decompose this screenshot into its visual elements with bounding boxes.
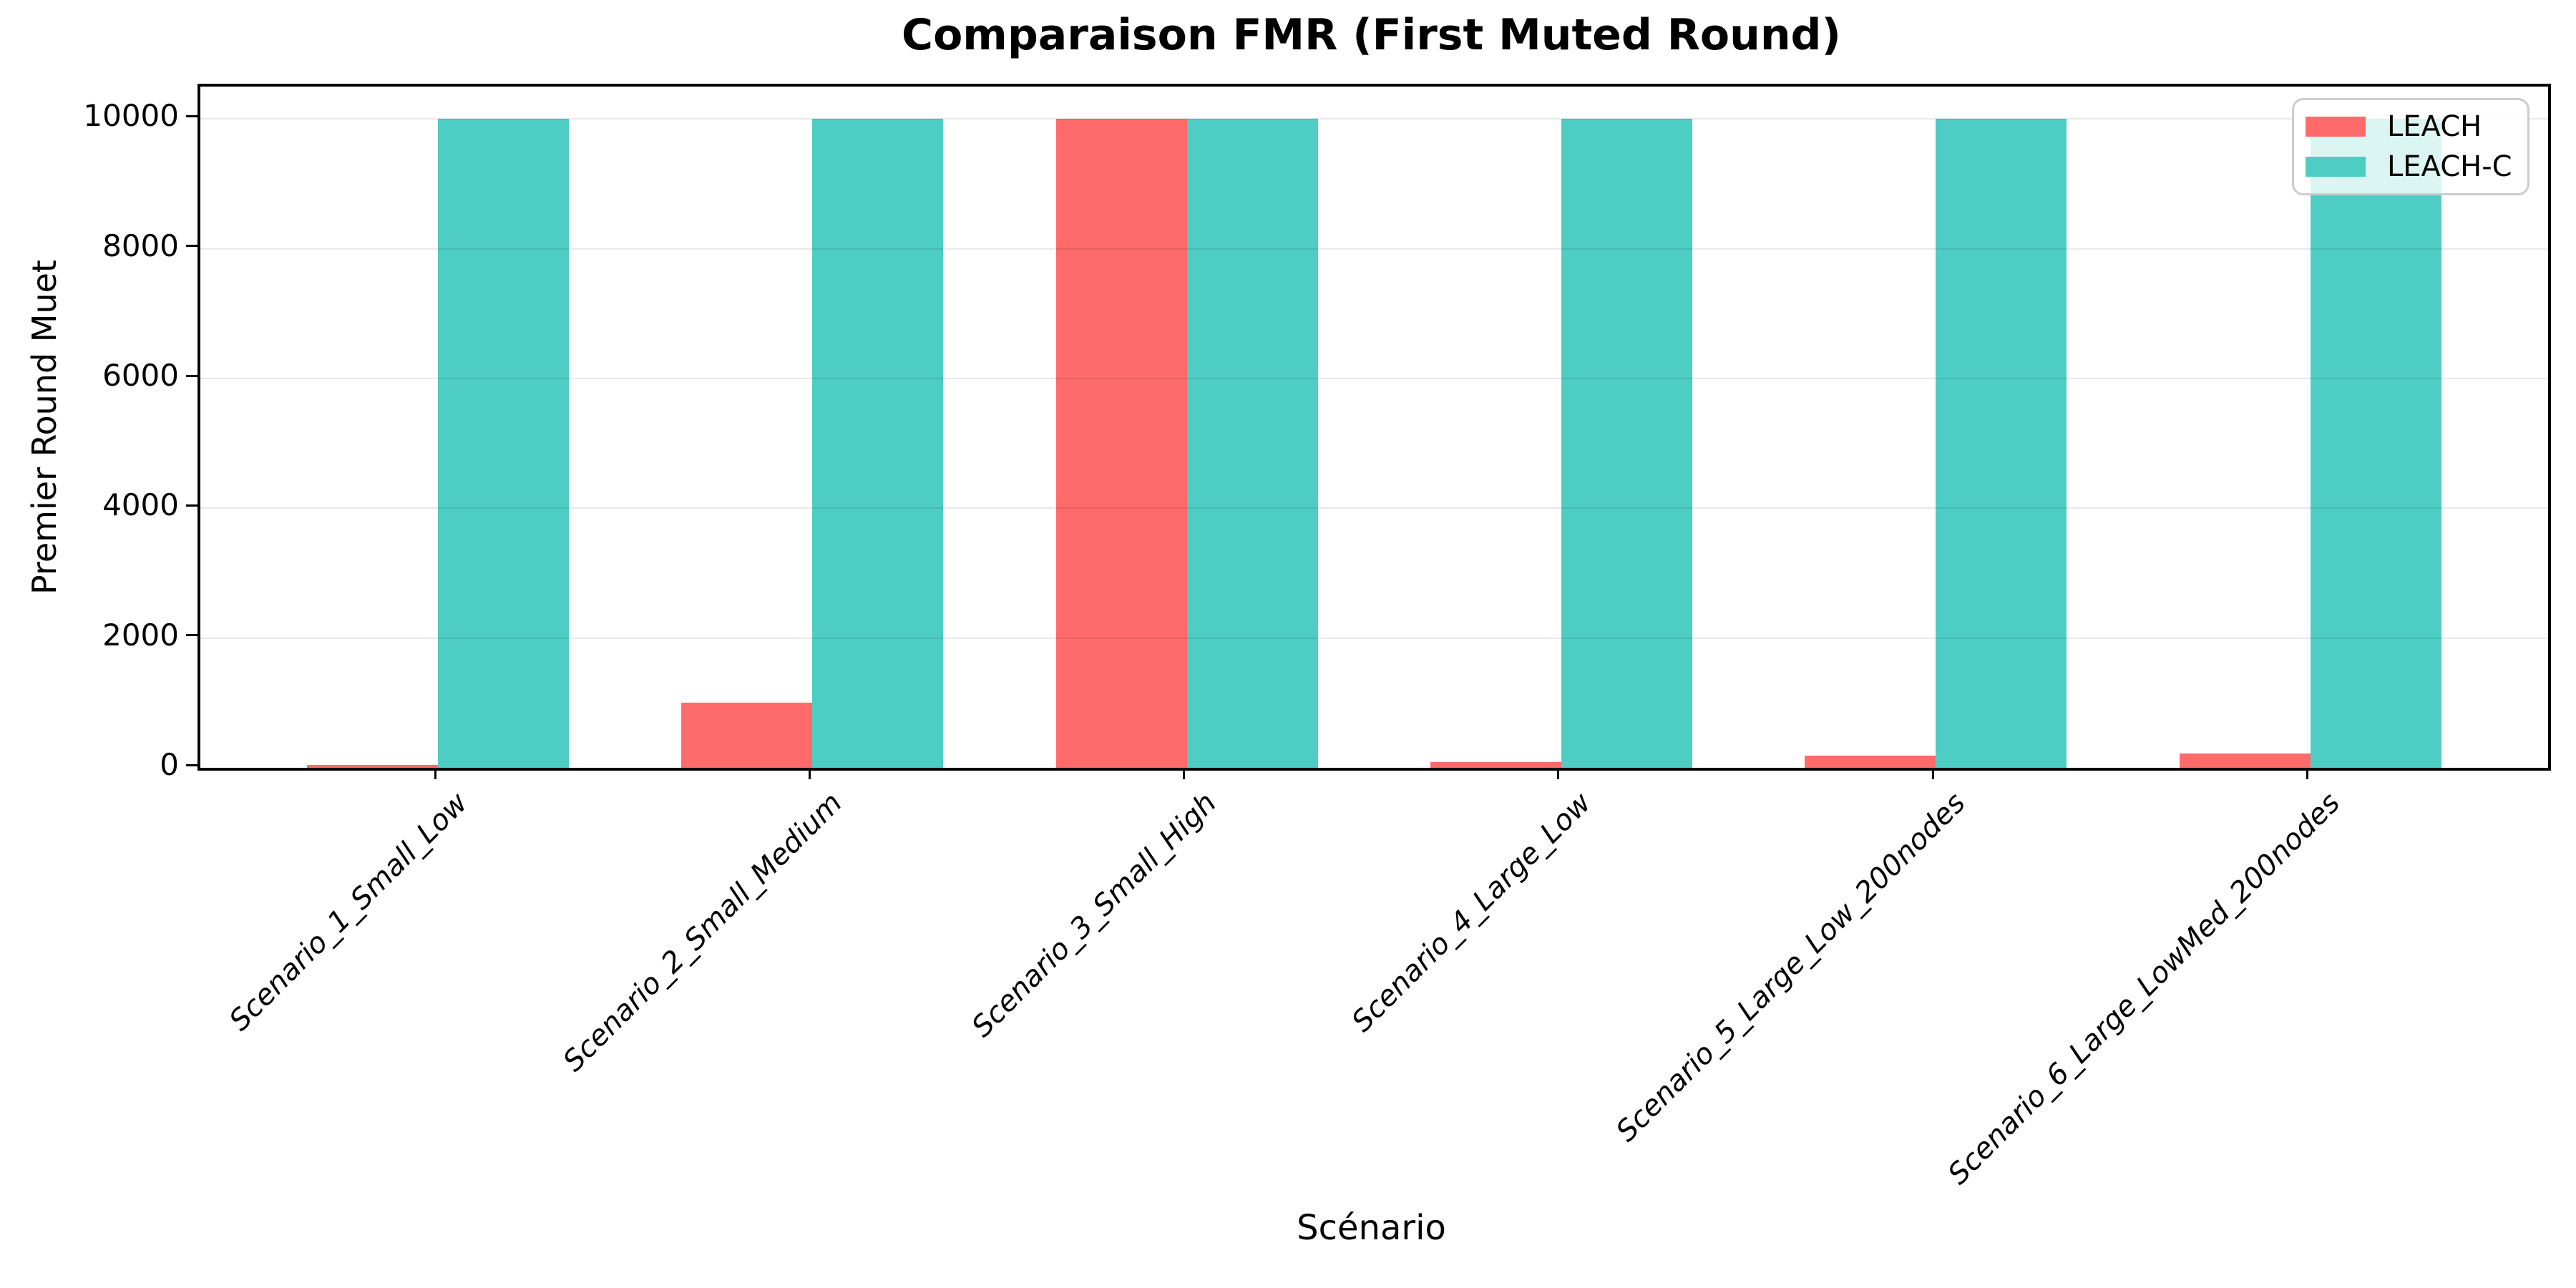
- xtick-mark-1: [434, 768, 436, 779]
- legend-swatch-leach-c: [2306, 157, 2366, 177]
- xtick-label-3: Scenario_3_Small_High: [965, 786, 1224, 1044]
- xtick-mark-6: [2306, 768, 2309, 779]
- bar-leach-5: [1805, 755, 1936, 768]
- gridline-y-2000: [200, 637, 2548, 639]
- bar-leach-c-2: [812, 119, 944, 768]
- y-axis-label: Premier Round Muet: [25, 260, 64, 595]
- ytick-label-2000: 2000: [102, 617, 179, 653]
- legend-item-leach-c: LEACH-C: [2306, 152, 2527, 181]
- xtick-label-4: Scenario_4_Large_Low: [1345, 786, 1598, 1039]
- bar-leach-2: [681, 703, 813, 768]
- xtick-mark-2: [808, 768, 811, 779]
- legend: LEACH LEACH-C: [2292, 98, 2529, 195]
- bar-leach-c-3: [1186, 119, 1318, 768]
- legend-label-leach: LEACH: [2387, 109, 2482, 143]
- chart-title: Comparaison FMR (First Muted Round): [902, 10, 1841, 60]
- xtick-label-2: Scenario_2_Small_Medium: [557, 786, 849, 1078]
- x-axis-label: Scénario: [1297, 1208, 1446, 1248]
- bar-leach-c-1: [438, 119, 570, 768]
- ytick-label-4000: 4000: [102, 487, 179, 523]
- bar-leach-4: [1430, 761, 1561, 768]
- xtick-mark-5: [1931, 768, 1934, 779]
- legend-swatch-leach: [2306, 116, 2366, 137]
- legend-item-leach: LEACH: [2306, 112, 2527, 141]
- bar-leach-6: [2179, 753, 2311, 768]
- bar-leach-c-4: [1561, 119, 1692, 768]
- bar-leach-c-5: [1936, 119, 2067, 768]
- xtick-label-6: Scenario_6_Large_LowMed_200nodes: [1941, 786, 2347, 1191]
- xtick-label-5: Scenario_5_Large_Low_200nodes: [1610, 786, 1972, 1148]
- gridline-y-10000: [200, 118, 2548, 120]
- bar-leach-3: [1055, 119, 1187, 768]
- xtick-label-1: Scenario_1_Small_Low: [223, 786, 474, 1038]
- xtick-mark-4: [1557, 768, 1560, 779]
- ytick-mark-8000: [186, 245, 197, 248]
- xtick-mark-3: [1183, 768, 1186, 779]
- ytick-mark-0: [186, 763, 197, 766]
- ytick-label-6000: 6000: [102, 358, 179, 393]
- gridline-y-6000: [200, 378, 2548, 379]
- ytick-mark-6000: [186, 374, 197, 377]
- ytick-label-10000: 10000: [83, 98, 179, 134]
- ytick-label-0: 0: [160, 747, 179, 782]
- ytick-mark-10000: [186, 114, 197, 117]
- legend-label-leach-c: LEACH-C: [2387, 150, 2512, 184]
- gridline-y-8000: [200, 248, 2548, 250]
- plot-area: [197, 84, 2551, 771]
- ytick-mark-2000: [186, 634, 197, 637]
- ytick-label-8000: 8000: [102, 228, 179, 263]
- gridline-y-4000: [200, 507, 2548, 509]
- bar-leach-c-6: [2310, 119, 2441, 768]
- ytick-mark-4000: [186, 504, 197, 507]
- bar-leach-1: [307, 765, 439, 768]
